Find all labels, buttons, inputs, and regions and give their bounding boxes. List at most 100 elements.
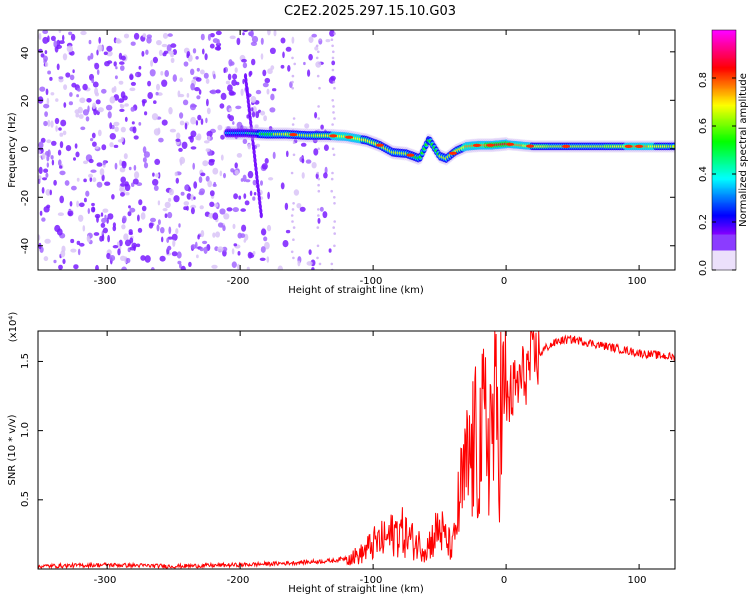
noise-speckle <box>141 205 147 212</box>
noise-speckle <box>253 192 257 196</box>
noise-speckle <box>180 265 186 270</box>
colorbar-strip <box>712 252 736 255</box>
noise-speckle <box>172 74 177 82</box>
noise-speckle <box>107 234 110 243</box>
noise-speckle <box>131 182 135 187</box>
colorbar-strip <box>712 188 736 191</box>
noise-speckle <box>292 153 296 157</box>
noise-speckle <box>308 249 312 255</box>
colorbar-strip <box>712 244 736 247</box>
noise-speckle <box>318 86 321 90</box>
noise-speckle <box>291 220 294 223</box>
noise-speckle <box>38 234 41 241</box>
noise-speckle <box>76 94 79 98</box>
noise-speckle <box>56 63 60 71</box>
noise-speckle <box>280 64 285 69</box>
colorbar-strip <box>712 260 736 263</box>
noise-speckle <box>49 76 53 81</box>
noise-speckle <box>236 37 241 46</box>
noise-speckle <box>301 172 305 179</box>
noise-speckle <box>244 233 249 241</box>
noise-speckle <box>280 182 285 190</box>
noise-speckle <box>149 69 156 77</box>
noise-speckle <box>128 231 133 236</box>
noise-speckle <box>124 183 131 192</box>
noise-speckle <box>38 141 44 149</box>
noise-speckle <box>291 80 294 84</box>
noise-speckle <box>102 208 109 213</box>
noise-speckle <box>190 116 197 125</box>
noise-speckle <box>317 214 320 217</box>
noise-speckle <box>236 263 241 270</box>
noise-speckle <box>308 36 314 43</box>
noise-speckle <box>65 145 72 152</box>
noise-speckle <box>215 89 221 94</box>
colorbar-tick-label: 0.4 <box>698 166 709 182</box>
noise-speckle <box>304 123 310 129</box>
noise-speckle <box>107 111 112 119</box>
colorbar-strip <box>712 98 736 101</box>
noise-speckle <box>207 33 211 41</box>
noise-speckle <box>170 53 175 58</box>
colorbar-tick-label: 0.2 <box>698 214 709 230</box>
noise-speckle <box>205 148 210 152</box>
colorbar-strip <box>712 120 736 123</box>
noise-speckle <box>183 61 189 67</box>
noise-speckle <box>219 170 223 177</box>
noise-speckle <box>305 159 312 164</box>
noise-speckle <box>77 106 83 114</box>
noise-speckle <box>227 113 231 119</box>
noise-speckle <box>252 196 256 201</box>
noise-speckle <box>219 103 225 109</box>
noise-speckle <box>237 251 241 256</box>
noise-speckle <box>190 68 195 76</box>
noise-speckle <box>260 53 264 60</box>
noise-speckle <box>324 166 328 174</box>
noise-speckle <box>175 228 179 235</box>
noise-speckle <box>226 207 233 212</box>
noise-speckle <box>50 155 54 160</box>
noise-speckle <box>181 141 188 149</box>
noise-speckle <box>42 30 49 34</box>
noise-speckle <box>62 258 66 265</box>
colorbar-label: Normalized spectral amplitude <box>738 73 749 227</box>
noise-speckle <box>158 49 163 57</box>
noise-speckle <box>86 235 90 242</box>
noise-speckle <box>317 50 320 54</box>
noise-speckle <box>266 88 270 95</box>
noise-speckle <box>316 256 319 260</box>
noise-speckle <box>330 262 334 266</box>
noise-speckle <box>157 219 161 226</box>
noise-speckle <box>227 73 232 81</box>
noise-speckle <box>190 244 197 250</box>
noise-speckle <box>186 51 191 57</box>
noise-speckle <box>45 189 51 196</box>
noise-speckle <box>331 147 335 151</box>
noise-speckle <box>65 72 71 78</box>
noise-speckle <box>300 142 307 147</box>
colorbar-strip <box>712 92 736 95</box>
noise-speckle <box>190 204 197 209</box>
noise-speckle <box>90 138 94 142</box>
spectrogram-x-tick-label: 100 <box>627 276 646 287</box>
noise-speckle <box>58 76 64 80</box>
noise-speckle <box>214 46 222 51</box>
noise-speckle <box>57 149 62 156</box>
noise-speckle <box>315 44 319 48</box>
colorbar-strip <box>712 168 736 171</box>
noise-speckle <box>127 211 132 217</box>
noise-speckle <box>231 261 237 269</box>
noise-speckle <box>186 193 192 200</box>
noise-speckle <box>263 236 268 242</box>
colorbar-tick-label: 0.0 <box>698 260 709 276</box>
noise-speckle <box>104 181 111 186</box>
noise-speckle <box>242 138 248 144</box>
noise-speckle <box>64 180 70 186</box>
colorbar-strip <box>712 62 736 65</box>
noise-speckle <box>190 207 195 215</box>
noise-speckle <box>182 99 189 106</box>
colorbar-strip <box>712 108 736 111</box>
noise-speckle <box>115 39 122 44</box>
noise-speckle <box>317 217 321 224</box>
noise-speckle <box>79 242 85 247</box>
